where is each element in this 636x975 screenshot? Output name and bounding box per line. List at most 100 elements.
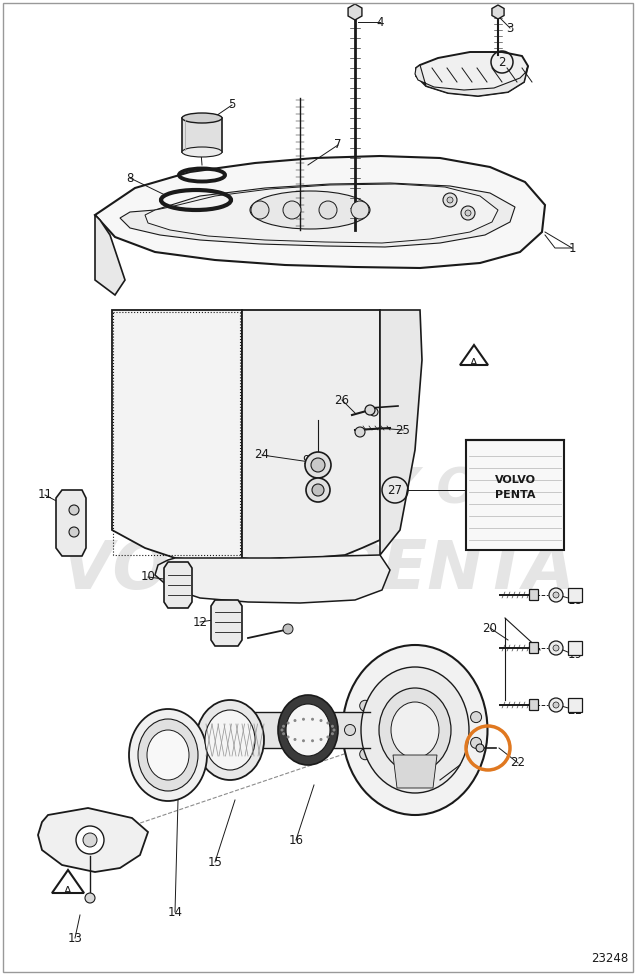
- Circle shape: [282, 732, 285, 735]
- Polygon shape: [380, 310, 422, 555]
- Circle shape: [69, 505, 79, 515]
- FancyBboxPatch shape: [530, 643, 539, 653]
- Text: PENTA: PENTA: [495, 490, 536, 500]
- Text: A: A: [470, 358, 478, 368]
- Circle shape: [306, 478, 330, 502]
- Text: 4: 4: [377, 16, 384, 28]
- Polygon shape: [415, 65, 528, 96]
- Text: 9: 9: [302, 453, 310, 466]
- Bar: [568, 588, 582, 602]
- Circle shape: [549, 641, 563, 655]
- Circle shape: [311, 458, 325, 472]
- Text: 26: 26: [335, 394, 350, 407]
- Circle shape: [442, 692, 453, 703]
- Circle shape: [360, 700, 371, 712]
- Circle shape: [85, 893, 95, 903]
- Text: 14: 14: [167, 906, 183, 918]
- Text: 25: 25: [396, 423, 410, 437]
- Text: PROPERTY OF: PROPERTY OF: [123, 466, 513, 514]
- Text: 16: 16: [289, 834, 303, 846]
- Circle shape: [319, 719, 322, 722]
- Text: 23248: 23248: [591, 952, 628, 965]
- Circle shape: [287, 722, 289, 724]
- Text: 18: 18: [567, 594, 583, 606]
- Circle shape: [333, 728, 336, 731]
- Circle shape: [76, 826, 104, 854]
- Circle shape: [326, 722, 329, 724]
- Text: 3: 3: [506, 21, 514, 34]
- Ellipse shape: [361, 667, 469, 793]
- Circle shape: [549, 588, 563, 602]
- Polygon shape: [182, 118, 222, 152]
- Circle shape: [83, 833, 97, 847]
- Circle shape: [283, 201, 301, 219]
- Ellipse shape: [278, 695, 338, 765]
- Circle shape: [465, 210, 471, 216]
- Polygon shape: [38, 808, 148, 872]
- Ellipse shape: [196, 700, 264, 780]
- Text: 17: 17: [431, 794, 445, 806]
- Ellipse shape: [147, 730, 189, 780]
- Bar: [568, 698, 582, 712]
- Text: 7: 7: [335, 138, 342, 151]
- Text: VOLVO PENTA: VOLVO PENTA: [62, 537, 574, 603]
- Ellipse shape: [182, 113, 222, 123]
- Circle shape: [351, 201, 369, 219]
- Text: 12: 12: [193, 615, 207, 629]
- Circle shape: [360, 749, 371, 760]
- Circle shape: [398, 687, 409, 698]
- Polygon shape: [393, 755, 437, 788]
- Circle shape: [549, 698, 563, 712]
- Text: 24: 24: [254, 448, 270, 461]
- Polygon shape: [416, 52, 528, 96]
- Ellipse shape: [182, 147, 222, 157]
- Text: 23: 23: [441, 794, 455, 806]
- Circle shape: [355, 427, 365, 437]
- Polygon shape: [145, 184, 498, 243]
- Circle shape: [553, 592, 559, 598]
- Bar: [568, 641, 582, 655]
- Text: 19: 19: [567, 648, 583, 661]
- Text: 10: 10: [141, 570, 155, 583]
- Text: 1: 1: [568, 242, 576, 254]
- Ellipse shape: [205, 710, 255, 770]
- Text: 6: 6: [197, 134, 204, 146]
- Circle shape: [471, 737, 481, 749]
- Circle shape: [326, 735, 329, 738]
- Text: 20: 20: [483, 621, 497, 635]
- Circle shape: [471, 712, 481, 722]
- Circle shape: [553, 702, 559, 708]
- Circle shape: [302, 718, 305, 721]
- Circle shape: [293, 719, 296, 722]
- Circle shape: [287, 735, 289, 738]
- Circle shape: [311, 739, 314, 742]
- Circle shape: [312, 484, 324, 496]
- FancyBboxPatch shape: [530, 699, 539, 711]
- Polygon shape: [211, 600, 242, 646]
- Polygon shape: [466, 440, 564, 550]
- Text: 2: 2: [498, 56, 506, 68]
- Circle shape: [311, 718, 314, 721]
- Ellipse shape: [379, 688, 451, 772]
- Polygon shape: [242, 310, 380, 560]
- Circle shape: [305, 452, 331, 478]
- Circle shape: [319, 738, 322, 741]
- Polygon shape: [112, 310, 242, 562]
- Ellipse shape: [286, 704, 330, 756]
- Circle shape: [282, 724, 285, 727]
- Circle shape: [319, 201, 337, 219]
- Circle shape: [251, 201, 269, 219]
- Circle shape: [293, 738, 296, 741]
- Text: 21: 21: [567, 704, 583, 717]
- Text: 8: 8: [127, 172, 134, 184]
- Text: 5: 5: [228, 98, 236, 111]
- Circle shape: [553, 645, 559, 651]
- Polygon shape: [56, 490, 86, 556]
- Circle shape: [280, 728, 284, 731]
- Circle shape: [365, 405, 375, 415]
- Text: 22: 22: [511, 757, 525, 769]
- Circle shape: [345, 724, 356, 735]
- Polygon shape: [164, 562, 192, 608]
- Circle shape: [442, 758, 453, 768]
- Text: VOLVO: VOLVO: [495, 475, 536, 485]
